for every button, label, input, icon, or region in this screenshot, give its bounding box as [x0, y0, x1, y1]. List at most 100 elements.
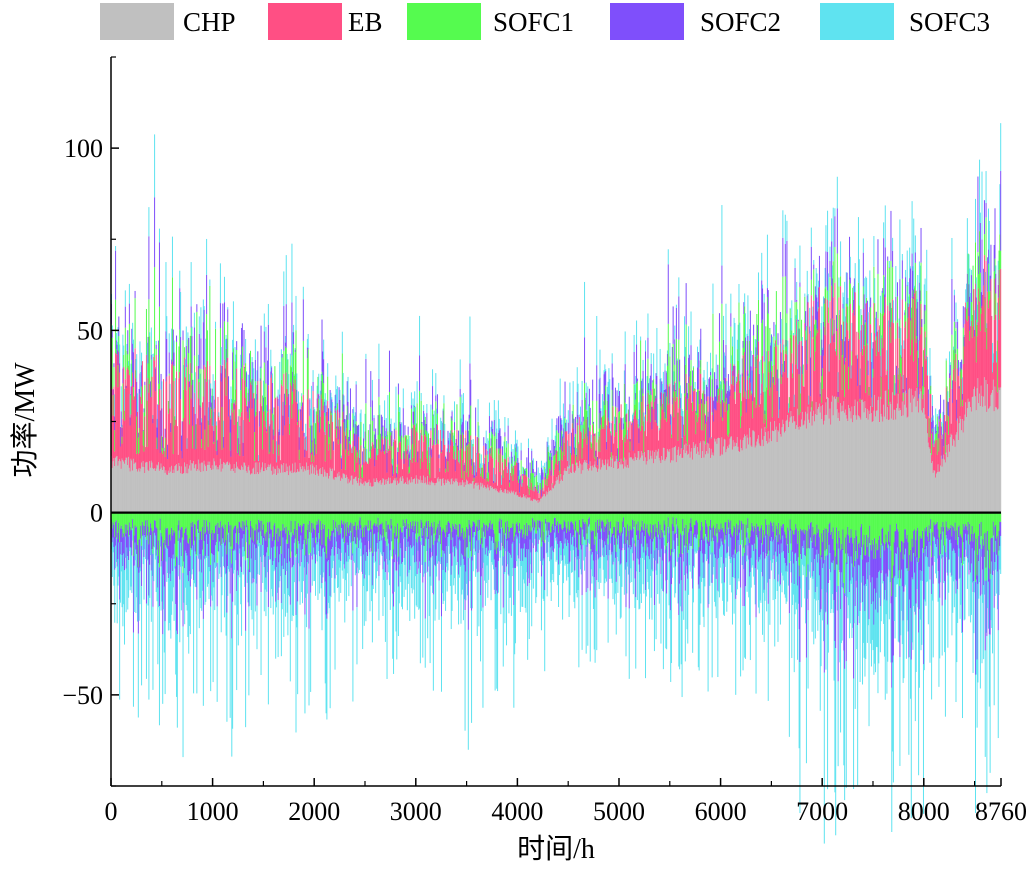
bar-neg-sofc3 — [316, 544, 318, 562]
bar-neg-sofc2 — [154, 520, 156, 533]
bar-eb — [253, 393, 255, 468]
bar-chp — [441, 479, 443, 513]
bar-eb — [163, 451, 165, 468]
bar-neg-sofc3 — [628, 608, 630, 679]
bar-neg-sofc1 — [599, 512, 601, 520]
bar-sofc3 — [618, 382, 620, 396]
bar-sofc2 — [124, 306, 126, 328]
bar-neg-sofc3 — [251, 583, 253, 620]
bar-neg-sofc3 — [242, 546, 244, 575]
bar-neg-sofc1 — [134, 512, 136, 526]
bar-neg-sofc3 — [241, 538, 243, 557]
bar-sofc2 — [201, 422, 203, 440]
bar-neg-sofc1 — [297, 512, 299, 549]
bar-neg-sofc3 — [178, 530, 180, 566]
bar-sofc3 — [365, 353, 367, 359]
bar-sofc2 — [514, 455, 516, 462]
bar-eb — [440, 429, 442, 479]
bar-chp — [267, 467, 269, 513]
bar-eb — [621, 429, 623, 465]
bar-neg-sofc1 — [373, 512, 375, 525]
bar-sofc2 — [122, 368, 124, 384]
bar-neg-sofc3 — [363, 578, 365, 626]
bar-neg-sofc1 — [271, 512, 273, 530]
bar-eb — [215, 379, 217, 466]
bar-sofc3 — [662, 384, 664, 404]
bar-neg-sofc2 — [436, 527, 438, 543]
bar-neg-sofc3 — [610, 554, 612, 579]
bar-neg-sofc2 — [142, 525, 144, 535]
bar-neg-sofc1 — [534, 512, 536, 523]
bar-sofc1 — [162, 448, 164, 455]
bar-neg-sofc3 — [345, 561, 347, 601]
bar-sofc2 — [393, 428, 395, 440]
bar-eb — [445, 458, 447, 484]
bar-eb — [202, 396, 204, 472]
bar-neg-sofc2 — [664, 524, 666, 536]
bar-sofc1 — [407, 434, 409, 446]
bar-neg-sofc2 — [494, 549, 496, 595]
bar-sofc1 — [462, 432, 464, 460]
bar-neg-sofc2 — [470, 527, 472, 552]
bar-sofc1 — [371, 446, 373, 450]
bar-neg-sofc1 — [226, 512, 228, 555]
bar-neg-sofc3 — [547, 537, 549, 558]
bar-chp — [306, 470, 308, 513]
bar-sofc3 — [210, 383, 212, 389]
bar-eb — [556, 450, 558, 477]
bar-sofc1 — [511, 457, 513, 467]
bar-neg-sofc3 — [657, 563, 659, 595]
bar-sofc1 — [536, 475, 538, 490]
bar-eb — [278, 455, 280, 469]
bar-eb — [262, 449, 264, 463]
bar-sofc3 — [549, 450, 551, 451]
bar-sofc2 — [430, 428, 432, 431]
bar-neg-sofc2 — [242, 530, 244, 547]
bar-chp — [206, 470, 208, 513]
bar-neg-sofc2 — [322, 523, 324, 549]
bar-sofc1 — [562, 451, 564, 461]
bar-chp — [217, 466, 219, 513]
bar-chp — [482, 484, 484, 513]
bar-neg-sofc3 — [660, 574, 662, 644]
bar-neg-sofc3 — [573, 546, 575, 602]
bar-sofc1 — [627, 409, 629, 428]
bar-sofc1 — [358, 464, 360, 480]
bar-sofc1 — [115, 349, 117, 355]
bar-chp — [305, 470, 307, 513]
bar-chp — [627, 464, 629, 513]
bar-neg-sofc2 — [442, 528, 444, 570]
bar-neg-sofc2 — [627, 524, 629, 541]
bar-neg-sofc1 — [429, 512, 431, 549]
bar-neg-sofc2 — [198, 539, 200, 572]
bar-sofc2 — [242, 442, 244, 457]
bar-sofc1 — [451, 420, 453, 431]
bar-eb — [663, 412, 665, 449]
bar-eb — [423, 435, 425, 484]
bar-chp — [172, 469, 174, 513]
bar-sofc2 — [128, 303, 130, 324]
bar-neg-sofc3 — [309, 532, 311, 554]
bar-sofc1 — [389, 431, 391, 451]
bar-chp — [145, 462, 147, 513]
bar-neg-sofc1 — [463, 512, 465, 532]
bar-neg-sofc3 — [146, 535, 148, 561]
bar-neg-sofc3 — [609, 549, 611, 579]
bar-sofc1 — [142, 431, 144, 446]
bar-sofc1 — [455, 445, 457, 459]
bar-eb — [582, 447, 584, 471]
bar-eb — [427, 446, 429, 485]
bar-chp — [474, 484, 476, 513]
bar-eb — [203, 365, 205, 461]
bar-sofc3 — [567, 410, 569, 423]
bar-neg-sofc3 — [345, 552, 347, 581]
bar-chp — [275, 469, 277, 513]
bar-neg-sofc3 — [504, 572, 506, 624]
bar-sofc3 — [233, 399, 235, 404]
bar-neg-sofc2 — [391, 525, 393, 542]
bar-neg-sofc3 — [632, 560, 634, 595]
bar-sofc1 — [145, 308, 147, 355]
bar-sofc2 — [279, 394, 281, 436]
bar-sofc3 — [416, 381, 418, 404]
bar-sofc1 — [499, 453, 501, 473]
